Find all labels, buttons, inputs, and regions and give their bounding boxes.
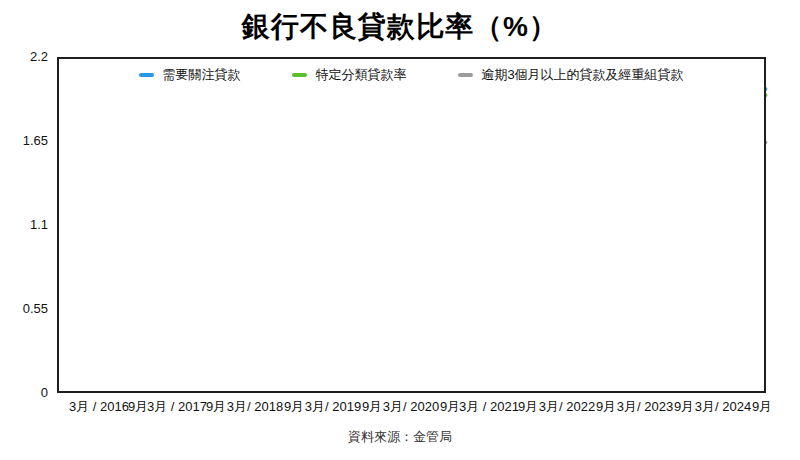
- x-tick-label: 9月: [518, 398, 538, 416]
- legend-item-2[interactable]: 逾期3個月以上的貸款及經重組貸款: [458, 66, 683, 84]
- source-note: 資料來源：金管局: [0, 428, 800, 446]
- x-tick-label: 3月/ 2018: [227, 398, 283, 416]
- y-tick-label: 1.65: [2, 133, 48, 149]
- x-tick-label: 9月: [284, 398, 304, 416]
- y-tick-label: 0.55: [2, 301, 48, 317]
- legend-item-1[interactable]: 特定分類貸款率: [292, 66, 406, 84]
- legend-dash-icon: [458, 73, 473, 77]
- x-tick-label: 9月: [128, 398, 148, 416]
- x-tick-label: 3月/ 2020: [383, 398, 439, 416]
- x-tick-label: 3月/ 2019: [305, 398, 361, 416]
- x-tick-label: 3月/ 2022: [539, 398, 595, 416]
- legend-label: 逾期3個月以上的貸款及經重組貸款: [481, 66, 683, 84]
- legend-dash-icon: [292, 73, 307, 77]
- x-tick-label: 9月: [362, 398, 382, 416]
- x-tick-label: 9月: [206, 398, 226, 416]
- x-tick-label: 9月: [674, 398, 694, 416]
- legend-item-0[interactable]: 需要關注貸款: [139, 66, 240, 84]
- chart-legend: 需要關注貸款 特定分類貸款率 逾期3個月以上的貸款及經重組貸款: [57, 66, 766, 84]
- x-tick-label: 9月: [752, 398, 772, 416]
- legend-label: 需要關注貸款: [162, 66, 240, 84]
- plot-area-frame: [57, 57, 766, 393]
- y-tick-label: 2.2: [2, 49, 48, 65]
- x-tick-label: 3月 / 2017: [147, 398, 207, 416]
- x-tick-label: 3月/ 2024: [695, 398, 751, 416]
- x-tick-label: 3月 / 2016: [69, 398, 129, 416]
- x-tick-label: 9月: [440, 398, 460, 416]
- x-tick-label: 3月/ 2023: [617, 398, 673, 416]
- legend-dash-icon: [139, 73, 154, 77]
- x-tick-label: 9月: [596, 398, 616, 416]
- legend-label: 特定分類貸款率: [315, 66, 406, 84]
- y-tick-label: 1.1: [2, 217, 48, 233]
- y-tick-label: 0: [2, 385, 48, 401]
- x-tick-label: 3月 / 2021: [459, 398, 519, 416]
